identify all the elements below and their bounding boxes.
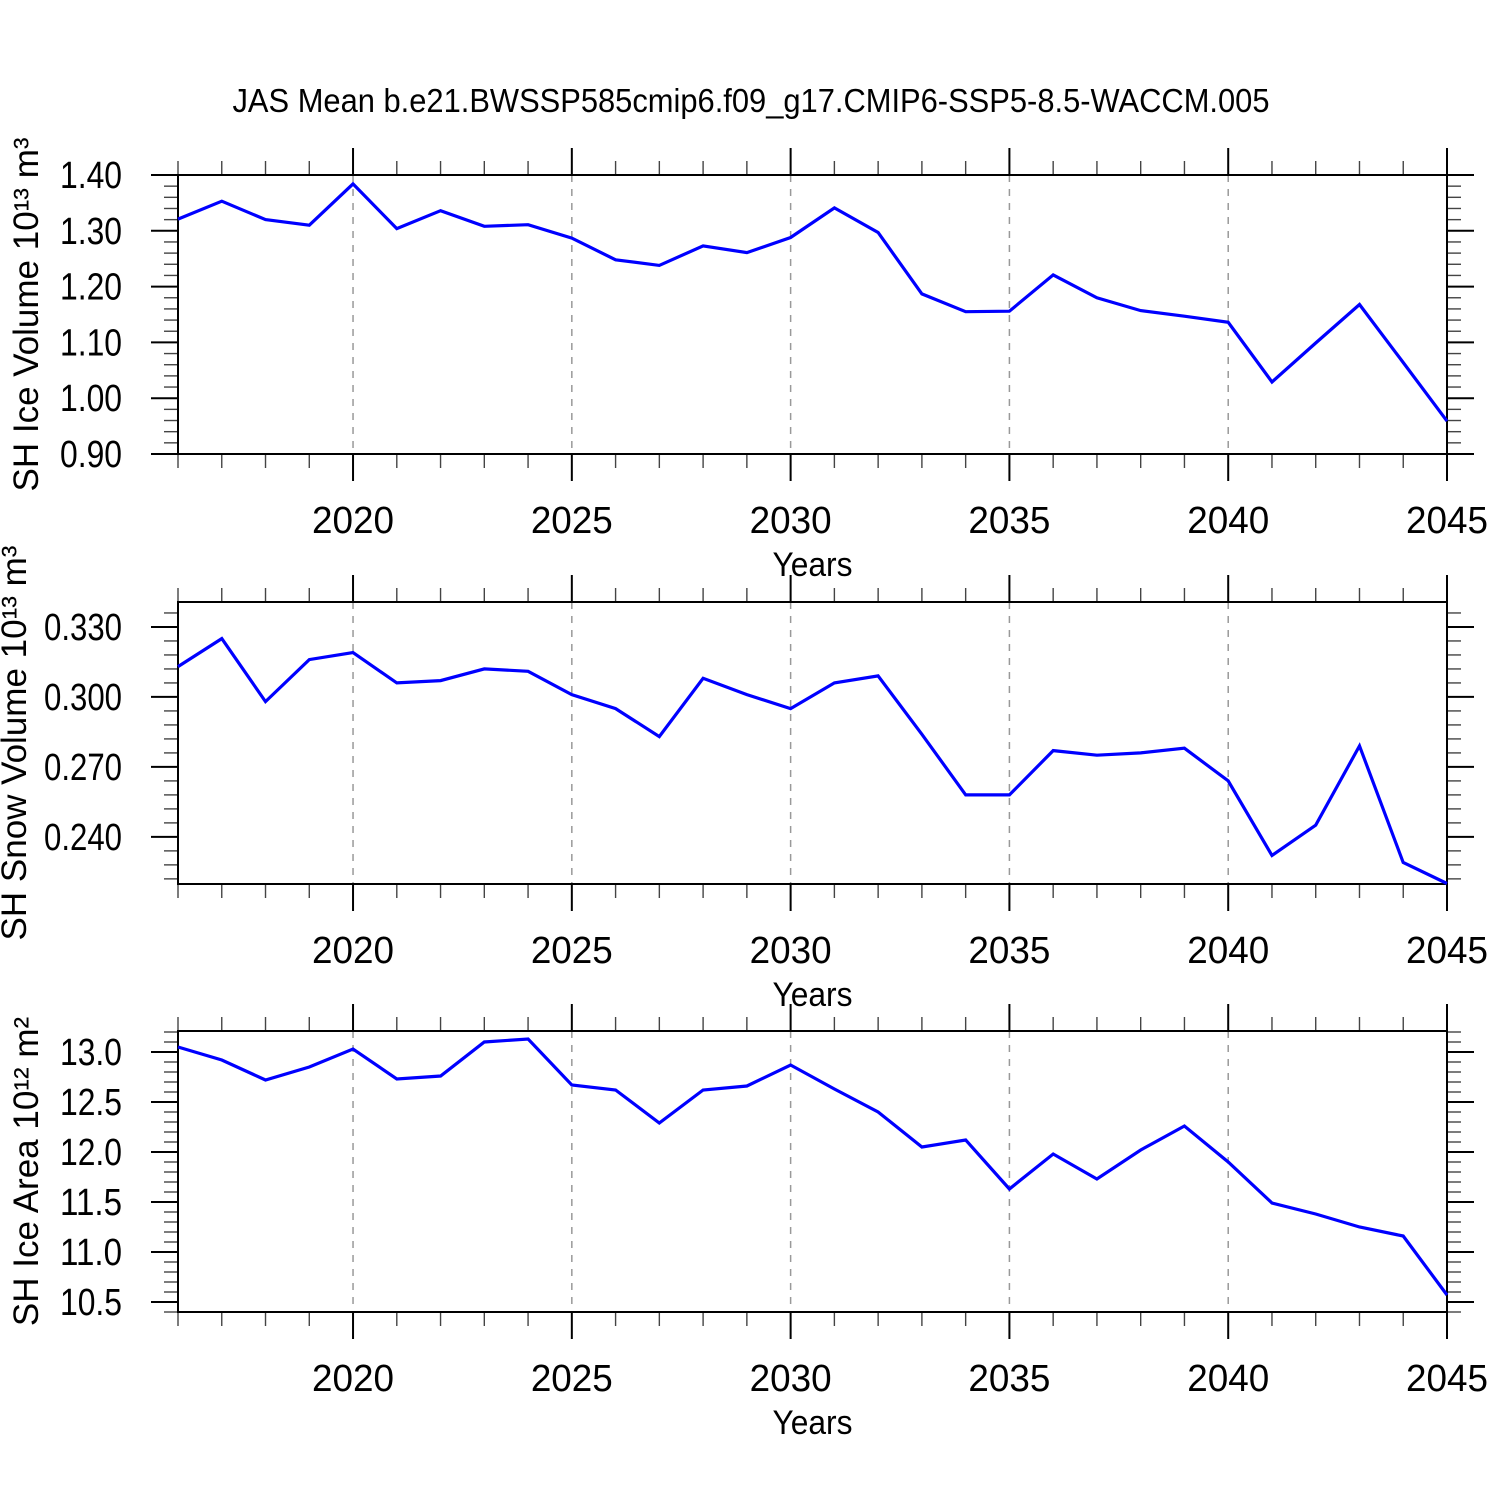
x-tick-label: 2035 [968,930,1050,972]
y-tick-label: 12.0 [60,1132,122,1174]
x-axis-label: Years [773,1404,853,1442]
y-tick-label: 11.5 [60,1182,122,1224]
panel-sh-ice-area: 10.5 11.0 11.5 12.0 12.5 13.0 2020 2025 2030 2035… [7,1004,1488,1442]
x-tick-label: 2030 [750,500,832,542]
panel-sh-snow-volume: 0.240 0.270 0.300 0.330 2020 2025 2030 2035 2040… [0,546,1488,1014]
figure-title: JAS Mean b.e21.BWSSP585cmip6.f09_g17.CMI… [233,82,1270,119]
x-axis-label: Years [773,546,853,584]
x-tick-label: 2040 [1187,500,1269,542]
panel-sh-ice-volume: 0.90 1.00 1.10 1.20 1.30 1.40 2020 2025 2030 2035… [7,138,1488,585]
x-axis-label: Years [773,976,853,1014]
y-tick-label: 0.90 [60,434,122,476]
y-tick-label: 0.240 [44,817,122,859]
y-tick-label: 0.330 [44,607,122,649]
x-tick-label: 2040 [1187,1358,1269,1400]
y-tick-label: 1.00 [60,378,122,420]
x-tick-label: 2025 [531,930,613,972]
x-tick-label: 2030 [750,1358,832,1400]
y-tick-label: 10.5 [60,1282,122,1324]
y-tick-label: 1.40 [60,155,122,197]
y-axis-label: SH Snow Volume 10¹³ m³ [0,546,34,941]
y-tick-label: 11.0 [60,1232,122,1274]
data-line [177,1037,1449,1296]
y-tick-label: 0.270 [44,747,122,789]
x-tick-label: 2025 [531,500,613,542]
y-tick-label: 12.5 [60,1082,122,1124]
x-tick-label: 2035 [968,500,1050,542]
y-tick-label: 1.10 [60,322,122,364]
x-tick-label: 2020 [312,1358,394,1400]
y-tick-label: 0.300 [44,677,122,719]
x-tick-label: 2045 [1406,1358,1488,1400]
y-tick-label: 1.30 [60,211,122,253]
plot-box [177,1030,1448,1313]
panels-group: 0.90 1.00 1.10 1.20 1.30 1.40 2020 2025 2030 2035… [0,138,1488,1443]
y-axis-label: SH Ice Area 10¹² m² [7,1017,46,1326]
x-tick-label: 2040 [1187,930,1269,972]
data-line [177,181,1449,423]
x-tick-label: 2045 [1406,930,1488,972]
x-tick-label: 2030 [750,930,832,972]
plot-box [177,174,1448,455]
y-tick-label: 13.0 [60,1032,122,1074]
x-tick-label: 2020 [312,930,394,972]
y-axis-label: SH Ice Volume 10¹³ m³ [7,138,46,492]
data-line [177,636,1448,885]
x-tick-label: 2020 [312,500,394,542]
x-tick-label: 2045 [1406,500,1488,542]
x-tick-label: 2025 [531,1358,613,1400]
plot-box [177,601,1448,885]
y-tick-label: 1.20 [60,267,122,309]
x-tick-label: 2035 [968,1358,1050,1400]
